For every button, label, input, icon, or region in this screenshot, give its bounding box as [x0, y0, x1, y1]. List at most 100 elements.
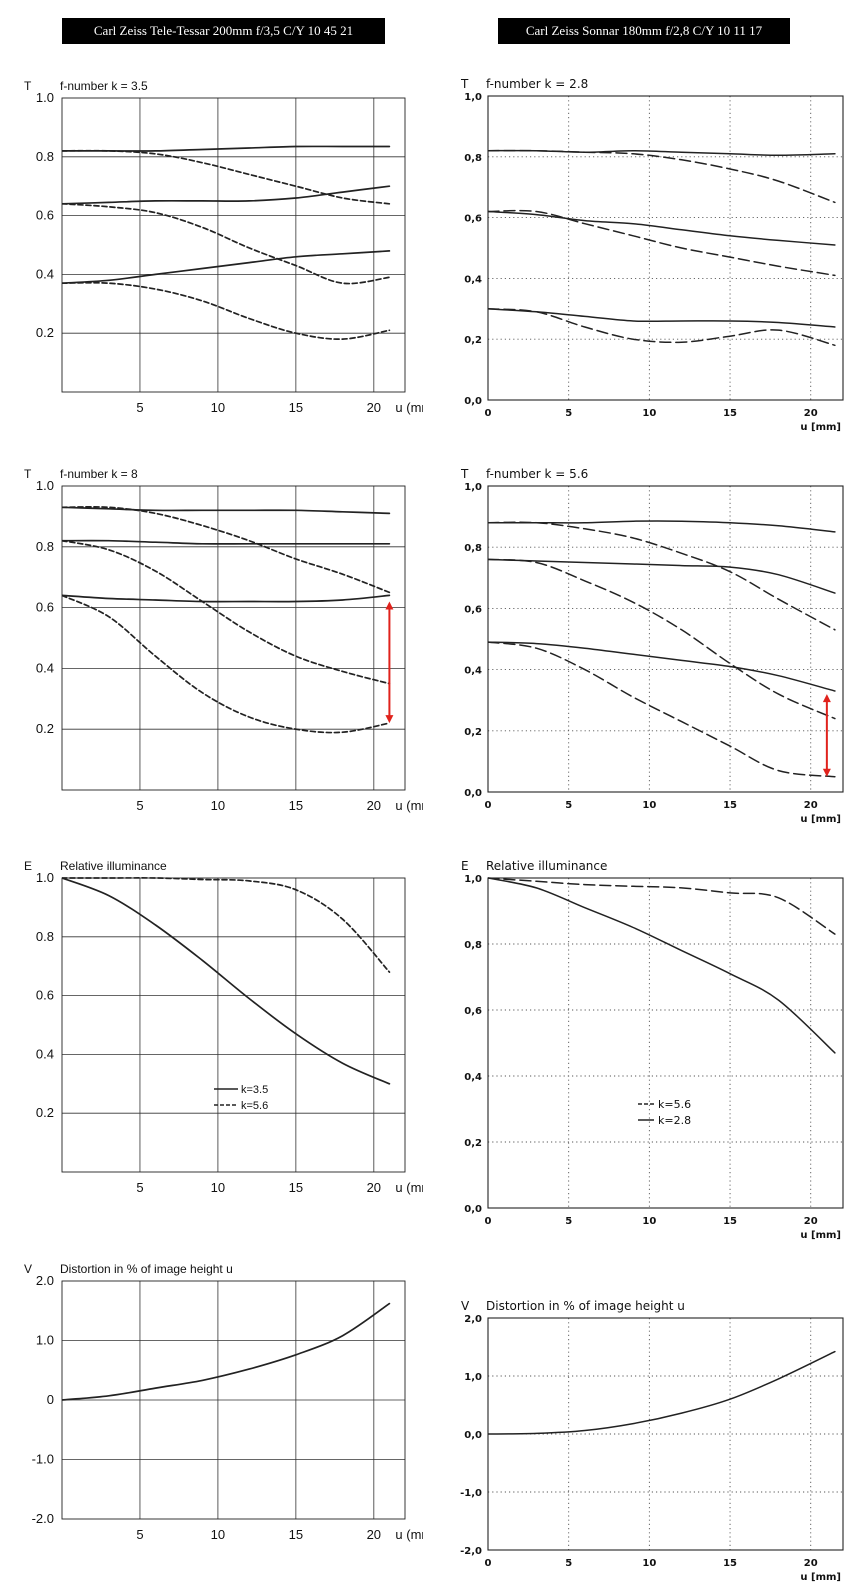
x-tick-label: 15	[289, 1527, 303, 1542]
series-line-2-dashed	[488, 521, 836, 631]
lens-title-left: Carl Zeiss Tele-Tessar 200mm f/3,5 C/Y 1…	[62, 18, 385, 44]
x-axis-label: u [mm]	[800, 422, 841, 433]
y-tick-label: 0,0	[464, 1204, 482, 1215]
series-line-1-solid	[62, 1302, 391, 1401]
annotation-arrow	[385, 601, 394, 724]
plot-frame	[61, 877, 406, 1173]
series-line-4-dashed	[62, 202, 391, 285]
quantity-symbol: T	[460, 467, 469, 481]
y-tick-label: 0.4	[36, 1046, 54, 1061]
x-tick-label: 0	[485, 1216, 492, 1227]
illuminance-chart-sonnar: 0,0 0,2 0,4 0,6 0,8 1,0 0 5 10 15 20 u [mm] E Relativ…	[461, 859, 844, 1241]
series-group	[62, 145, 391, 340]
series-line-4-dashed	[488, 558, 836, 720]
y-tick-label: 2,0	[464, 1314, 482, 1325]
mtf-chart-tessar-k8: 0.2 0.4 0.6 0.8 1.0 5 10 15 20 u (mm) Tf-number k …	[24, 467, 423, 813]
y-tick-label: 0,8	[464, 543, 482, 554]
distortion-chart-sonnar: -2,0 -1,0 0,0 1,0 2,0 0 5 10 15 20 u [mm] V Distorti…	[460, 1299, 844, 1583]
series-group	[62, 877, 391, 1085]
grid	[62, 1281, 405, 1519]
x-tick-label: 10	[642, 408, 656, 419]
x-tick-label: 15	[723, 408, 737, 419]
legend-label: k=3.5	[241, 1084, 268, 1096]
legend: k=5.6 k=2.8	[638, 1098, 691, 1127]
x-tick-label: 5	[565, 1558, 572, 1569]
x-tick-label: 0	[485, 408, 492, 419]
grid	[62, 486, 405, 790]
series-line-2-dashed	[488, 149, 836, 204]
grid	[488, 1318, 843, 1550]
x-tick-label: 0	[485, 1558, 492, 1569]
quantity-symbol: V	[24, 1262, 32, 1276]
series-line-6-dashed	[62, 281, 391, 340]
legend: k=3.5 k=5.6	[214, 1084, 268, 1112]
plot-frame	[61, 485, 406, 791]
y-tick-label: 0.6	[36, 988, 54, 1003]
x-tick-label: 5	[565, 408, 572, 419]
x-tick-label: 5	[136, 798, 143, 813]
y-tick-label: 0.2	[36, 1105, 54, 1120]
quantity-symbol: V	[461, 1299, 470, 1313]
y-tick-label: 2.0	[36, 1273, 54, 1288]
x-tick-label: 15	[289, 798, 303, 813]
y-tick-label: 0,2	[464, 727, 482, 738]
chart-title: Distortion in % of image height u	[60, 1262, 233, 1276]
legend-label: k=5.6	[658, 1098, 691, 1111]
series-line-5-solid	[488, 641, 836, 692]
x-tick-label: 15	[289, 1180, 303, 1195]
x-tick-label: 20	[367, 1527, 381, 1542]
annotation-arrow-head-bottom	[385, 715, 394, 724]
x-tick-label: 20	[367, 400, 381, 415]
y-tick-label: 1,0	[464, 482, 482, 493]
series-line-2-dashed	[62, 877, 391, 973]
grid	[488, 878, 843, 1208]
x-axis-label: u [mm]	[800, 1572, 841, 1583]
x-tick-label: 10	[642, 1558, 656, 1569]
annotation-arrow-head-bottom	[822, 768, 831, 777]
series-line-3-solid	[488, 558, 836, 594]
y-tick-label: 1,0	[464, 92, 482, 103]
x-tick-label: 10	[211, 798, 225, 813]
y-tick-label: 0.4	[36, 266, 54, 281]
series-line-5-solid	[62, 594, 391, 603]
series-line-4-dashed	[62, 539, 391, 685]
x-tick-label: 10	[211, 1180, 225, 1195]
series-line-1-dashed	[488, 877, 836, 935]
chart-title: Relative illuminance	[60, 859, 167, 873]
series-group	[62, 506, 391, 734]
y-tick-label: 0,6	[464, 1006, 482, 1017]
legend-label: k=2.8	[658, 1114, 691, 1127]
y-tick-label: 1.0	[36, 478, 54, 493]
x-tick-label: 5	[565, 1216, 572, 1227]
series-line-3-solid	[62, 185, 391, 205]
annotation-arrow-head-top	[822, 694, 831, 703]
y-tick-label: -2.0	[32, 1511, 54, 1526]
y-tick-label: 0,6	[464, 604, 482, 615]
y-tick-label: -1,0	[460, 1488, 482, 1499]
plot-frame	[487, 95, 844, 401]
chart-title: f-number k = 8	[60, 467, 138, 481]
x-tick-label: 20	[804, 1216, 818, 1227]
x-tick-label: 10	[211, 400, 225, 415]
y-tick-label: 1.0	[36, 90, 54, 105]
y-tick-label: 0.8	[36, 929, 54, 944]
series-line-1-solid	[488, 1350, 836, 1435]
y-tick-label: 0,4	[464, 274, 482, 285]
y-tick-label: 0,2	[464, 335, 482, 346]
quantity-symbol: E	[461, 859, 469, 873]
series-line-6-dashed	[488, 308, 836, 347]
series-line-1-solid	[62, 877, 391, 1085]
annotation-arrow-head-top	[385, 601, 394, 610]
y-tick-label: 0.8	[36, 539, 54, 554]
annotation-arrow	[822, 694, 831, 777]
x-axis-label: u (mm)	[395, 1180, 423, 1195]
x-tick-label: 15	[723, 1216, 737, 1227]
y-tick-label: 1,0	[464, 1372, 482, 1383]
y-tick-label: 1.0	[36, 1333, 54, 1348]
series-line-2-dashed	[62, 149, 391, 205]
x-tick-label: 20	[804, 1558, 818, 1569]
y-tick-label: -1.0	[32, 1452, 54, 1467]
grid	[62, 878, 405, 1172]
chart-title: f-number k = 2.8	[486, 77, 588, 91]
series-line-1-solid	[62, 506, 391, 515]
